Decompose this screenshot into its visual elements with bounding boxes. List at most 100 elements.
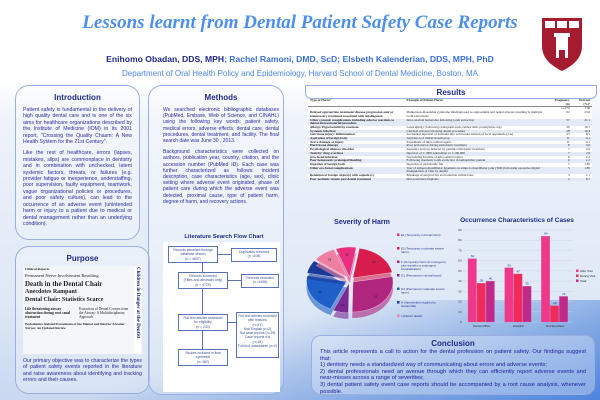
bar-data-label: 62 <box>471 254 475 258</box>
frequency-cell: 7 <box>567 147 570 152</box>
harm-type-cell: Poor aesthetic results post dental treat… <box>310 176 371 181</box>
table-row: Nerve damage or injury Paresthesia of inf… <box>308 139 592 145</box>
percent-cell: 10.4 <box>584 128 590 133</box>
legend-swatch <box>397 247 400 250</box>
table-row: Hard tissue damage Root perforation durin… <box>308 143 592 149</box>
percent-cell: 1.85 <box>584 161 590 166</box>
percent-cell: 8.5 <box>585 132 590 137</box>
clipping: Death in the Dental Chair <box>25 280 103 288</box>
flow-box-assessed: Full-text articles assessed for eligibili… <box>178 314 228 331</box>
pie-slice <box>352 248 393 279</box>
poster-title: Lessons learnt from Dental Patient Safet… <box>82 12 518 33</box>
bar <box>550 305 559 323</box>
purpose-panel: Purpose Clinical Reports Permanent Nerve… <box>15 246 150 394</box>
conclusion-point: 3) dental patient safety event case repo… <box>320 381 586 395</box>
clipping: Clinical Reports <box>25 267 50 271</box>
harvard-shield-logo <box>542 18 582 71</box>
table-row: Allergy/ Hypersensitivity reactions Latex… <box>308 124 592 130</box>
legend-label: After Visit <box>580 269 593 273</box>
legend-swatch <box>576 269 579 272</box>
methods-paragraph: Background characteristics were collecte… <box>163 149 279 205</box>
table-total-row: n=270 100 <box>308 106 592 111</box>
example-cell: Melkersson-Rosenthal syndrome misdiagnos… <box>406 110 543 118</box>
conclusion-heading: Conclusion <box>431 339 475 348</box>
introduction-panel: Introduction Patient safety is fundament… <box>15 85 140 240</box>
table-row: Poor aesthetic results post dental treat… <box>308 176 592 182</box>
table-row: Ingestion of foreign body Ingestion of en… <box>308 161 592 167</box>
bar-data-label: 40 <box>489 277 493 281</box>
flow-chart-title: Literature Search Flow Chart <box>184 234 264 240</box>
percent-cell: 4.1 <box>585 139 590 144</box>
chart-title: Severity of Harm <box>334 219 390 226</box>
example-cell: Aspiration of rubber mouth prop <box>406 136 450 141</box>
legend-label: Total <box>580 279 587 283</box>
harm-type-cell: Retention of foreign object(s) with sequ… <box>310 173 374 178</box>
legend-label: G1 (Permanent minimal harm) <box>401 274 441 278</box>
pie-slice <box>335 246 357 278</box>
flow-box-excluded: Records excluded (n =4496) <box>241 274 279 288</box>
column-header: Type of Harm¹ <box>308 98 405 108</box>
table-header-row: Type of Harm¹ Example of Patient Harm Fr… <box>308 98 592 108</box>
bar <box>522 286 532 323</box>
legend-label: H (Intervention required to sustain life) <box>401 301 436 309</box>
table-row: Toxicity/ drug overdose Injection of 1:10… <box>308 150 592 156</box>
legend-label: I (Patient death) <box>401 314 422 318</box>
bar <box>504 267 514 323</box>
legend-swatch <box>397 274 400 277</box>
lead-author: Enihomo Obadan, DDS, MPH <box>106 54 225 64</box>
percent-cell: 3.0 <box>585 143 590 148</box>
harm-type-cell: Hard tissue damage <box>310 143 339 148</box>
x-tick-label: Not Specified <box>546 324 564 328</box>
pie-data-label: 42 <box>318 290 322 294</box>
legend-swatch <box>576 279 579 282</box>
flow-box-screened: Records screened (Titles and abstracts on… <box>178 272 228 289</box>
frequency-cell: 29 <box>566 124 570 129</box>
table-row: Oro-facial infection Necrotizing fasciiti… <box>308 154 592 160</box>
total-percent: 100 <box>585 106 590 111</box>
pie-data-label: 55 <box>374 295 378 299</box>
harm-type-cell: Allergy/ Hypersensitivity reactions <box>310 124 359 129</box>
bar <box>559 296 568 323</box>
legend-swatch <box>576 274 579 277</box>
percent-cell: 10.7 <box>584 124 590 129</box>
example-cell: Anorexia nervosa induced by painful orth… <box>406 147 485 152</box>
example-cell: Cerebral abscess following dental proced… <box>406 128 466 133</box>
frequency-cell: 23 <box>566 132 570 137</box>
legend-swatch <box>397 233 400 236</box>
harm-type-cell: Ingestion of foreign body <box>310 161 346 166</box>
percent-cell: 21.1 <box>584 117 590 122</box>
bar-data-label: 84 <box>544 232 548 236</box>
literature-search-flow-chart: Records identified through database searc… <box>163 242 280 392</box>
frequency-cell: 6 <box>567 154 570 159</box>
flow-box-identified: Records identified through database searc… <box>168 246 218 263</box>
bar <box>541 235 550 323</box>
introduction-paragraph: Patient safety is fundamental to the del… <box>23 107 132 146</box>
frequency-cell: 2 <box>567 176 570 181</box>
example-cell: Root perforation during endodontic treat… <box>406 143 467 148</box>
example-cell: Following traumatic tooth extraction in … <box>406 158 486 163</box>
clipping: Endodontics-Related Paresthesia of the M… <box>25 322 125 330</box>
example-cell: Paresthesia of infra-orbital region <box>406 139 451 144</box>
frequency-cell: 7 <box>567 150 570 155</box>
table-row: Poor hemostasis/ prolonged bleeding Follo… <box>308 159 592 163</box>
y-tick-label: 50 <box>458 269 462 273</box>
pie-data-label: 12 <box>341 303 345 307</box>
harm-type-cell: Aspiration of foreign body <box>310 136 348 141</box>
harm-type-cell: Other oro-facial complications <box>310 165 353 170</box>
percent-cell: 2.6 <box>585 150 590 155</box>
percent-cell: 1.1 <box>585 173 590 178</box>
introduction-heading: Introduction <box>54 93 101 102</box>
occurrence-characteristics-chart: Occurrence Characteristics of Cases 0 10 20… <box>458 217 595 328</box>
y-tick-label: 80 <box>458 238 462 242</box>
x-tick-label: Dental Office <box>473 324 491 328</box>
y-tick-label: 20 <box>458 300 462 304</box>
y-tick-label: 70 <box>458 248 462 252</box>
table-row: Other oro-facial complications Tear of te… <box>308 165 592 175</box>
table-row: Soft tissue injury/ inflammation Accident… <box>308 133 592 137</box>
legend-swatch <box>397 314 400 317</box>
percent-cell: 2.2 <box>585 154 590 159</box>
frequency-cell: 3 <box>567 173 570 178</box>
methods-paragraph: We searched electronic bibliographic dat… <box>163 107 279 145</box>
percent-cell: 23.0 <box>584 110 590 115</box>
harm-type-cell: Toxicity/ drug overdose <box>310 150 344 155</box>
